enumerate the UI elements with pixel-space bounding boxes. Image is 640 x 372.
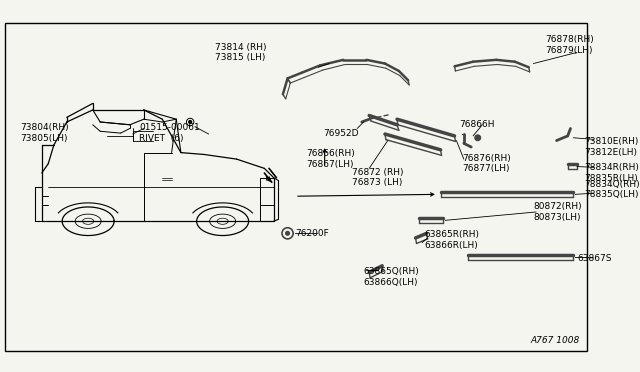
Text: 76866(RH)
76867(LH): 76866(RH) 76867(LH) (306, 150, 355, 169)
Text: 63865Q(RH)
63866Q(LH): 63865Q(RH) 63866Q(LH) (364, 267, 419, 286)
Circle shape (475, 135, 481, 141)
Text: 78834R(RH)
78835R(LH): 78834R(RH) 78835R(LH) (584, 163, 639, 183)
Text: 73804(RH)
73805(LH): 73804(RH) 73805(LH) (20, 124, 69, 143)
Text: 76878(RH)
76879(LH): 76878(RH) 76879(LH) (545, 35, 594, 55)
Circle shape (189, 121, 191, 124)
Text: 80872(RH)
80873(LH): 80872(RH) 80873(LH) (533, 202, 582, 222)
Text: 76952D: 76952D (323, 129, 358, 138)
Text: 73814 (RH)
73815 (LH): 73814 (RH) 73815 (LH) (215, 43, 267, 62)
Text: 76872 (RH)
76873 (LH): 76872 (RH) 76873 (LH) (353, 168, 404, 187)
Text: 76200F: 76200F (295, 229, 329, 238)
Circle shape (285, 231, 289, 235)
Text: 76876(RH)
76877(LH): 76876(RH) 76877(LH) (462, 154, 511, 173)
Text: 73810E(RH)
73812E(LH): 73810E(RH) 73812E(LH) (584, 137, 639, 157)
Text: A767 1008: A767 1008 (531, 336, 580, 344)
Text: 63867S: 63867S (577, 254, 611, 263)
Text: 63865R(RH)
63866R(LH): 63865R(RH) 63866R(LH) (425, 230, 480, 250)
Text: 76866H: 76866H (459, 120, 495, 129)
Text: 01515-00061
RIVET  (6): 01515-00061 RIVET (6) (139, 124, 200, 143)
Text: 78834Q(RH)
78835Q(LH): 78834Q(RH) 78835Q(LH) (584, 180, 640, 199)
